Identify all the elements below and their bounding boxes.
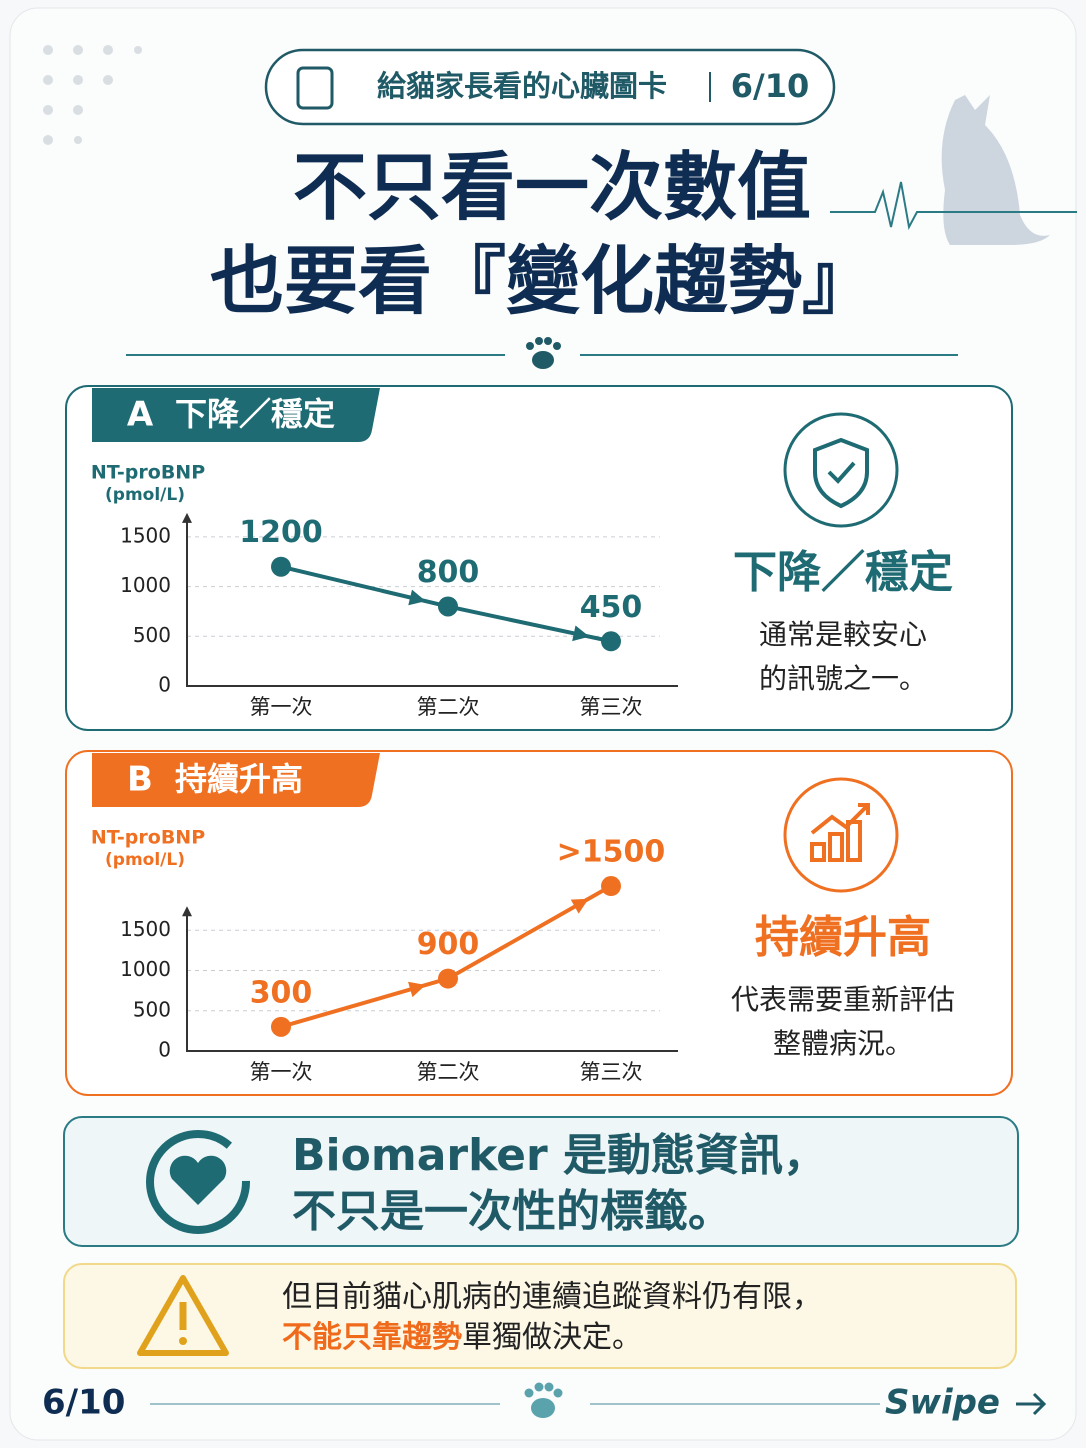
swipe[interactable]: Swipe: [885, 1383, 1000, 1423]
note-line: Biomarker 是動態資訊，: [292, 1130, 827, 1181]
footer-page: 6/10: [42, 1383, 125, 1423]
swipe-arrow[interactable]: [1016, 1392, 1047, 1416]
side-text: 整體病況。: [773, 1027, 913, 1060]
badge-page: 6/10: [731, 67, 809, 105]
point: [601, 876, 621, 897]
paw: [526, 337, 561, 369]
point: [438, 596, 458, 617]
panel-tag-letter: B: [127, 760, 153, 800]
badge: [264, 48, 836, 126]
side-text: 通常是較安心: [759, 618, 927, 651]
point: [271, 1016, 291, 1037]
arrowhead: [570, 898, 589, 914]
y-tick-label: 0: [158, 1038, 171, 1062]
point: [438, 968, 458, 989]
side-text: 的訊號之一。: [759, 662, 927, 695]
warning-line: 不能只靠趨勢單獨做決定。: [282, 1320, 642, 1355]
title-line: 不只看一次數值: [293, 145, 811, 231]
y-axis-unit: (pmol/L): [105, 850, 185, 870]
axis: [186, 514, 678, 687]
value-label: 800: [417, 555, 480, 590]
panel-tag: [92, 753, 380, 807]
y-axis-unit: (pmol/L): [105, 485, 185, 505]
value-label: 1200: [239, 515, 323, 550]
panel-tag-letter: A: [127, 395, 154, 435]
axis-arrow: [182, 906, 192, 917]
side-icon: [783, 412, 899, 528]
warning-icon: [137, 1275, 229, 1356]
value-label: >1500: [557, 835, 666, 870]
value-label: 450: [580, 590, 643, 625]
arrowhead: [572, 625, 590, 642]
note-line: 不只是一次性的標籤。: [292, 1186, 732, 1237]
axis: [186, 908, 678, 1052]
y-tick-label: 1500: [120, 523, 171, 547]
arrowhead: [408, 589, 426, 606]
y-tick-label: 500: [133, 623, 171, 647]
title-line: 也要看『變化趨勢』: [210, 239, 876, 325]
panel-tag-label: 持續升高: [175, 760, 303, 798]
warning-highlight: 不能只靠趨勢: [282, 1320, 462, 1355]
warning-rest: 單獨做決定。: [462, 1320, 642, 1355]
x-tick-label: 第一次: [250, 1060, 313, 1084]
y-tick-label: 1500: [120, 917, 171, 941]
dots: [43, 45, 142, 145]
y-axis-label: NT-proBNP: [91, 462, 205, 484]
axis-arrow: [182, 512, 192, 523]
side-icon: [783, 777, 899, 893]
y-tick-label: 1000: [120, 573, 171, 597]
badge-text: 給貓家長看的心臟圖卡: [377, 69, 667, 103]
value-label: 300: [250, 975, 313, 1010]
x-tick-label: 第二次: [417, 1060, 480, 1084]
shield-icon: [813, 437, 869, 509]
heartbeat: [830, 181, 1077, 231]
value-label: 900: [417, 927, 480, 962]
panel: [65, 750, 1013, 1096]
note-box: [63, 1116, 1019, 1247]
cycle-icon: [146, 1130, 250, 1234]
cat-silhouette: [941, 95, 1050, 245]
y-tick-label: 0: [158, 673, 171, 697]
x-tick-label: 第一次: [250, 695, 313, 719]
y-axis-label: NT-proBNP: [91, 827, 205, 849]
x-tick-label: 第二次: [417, 695, 480, 719]
panel: [65, 385, 1013, 731]
warning-icon: [179, 1337, 187, 1345]
panel-tag-label: 下降／穩定: [175, 395, 335, 433]
x-tick-label: 第三次: [580, 1060, 643, 1084]
paw: [524, 1382, 563, 1418]
side-text: 代表需要重新評估: [731, 983, 955, 1016]
side-title: 持續升高: [755, 912, 931, 963]
heart-icon: [169, 1155, 227, 1205]
x-tick-label: 第三次: [580, 695, 643, 719]
clipboard-icon: [296, 66, 334, 110]
panel-tag: [92, 388, 380, 442]
y-tick-label: 1000: [120, 957, 171, 981]
point: [271, 556, 291, 577]
point: [601, 631, 621, 652]
warning-box: [63, 1263, 1017, 1369]
warning-line: 但目前貓心肌病的連續追蹤資料仍有限，: [282, 1280, 822, 1315]
y-tick-label: 500: [133, 997, 171, 1021]
side-title: 下降／穩定: [733, 547, 953, 598]
arrowhead: [408, 981, 426, 998]
growth-icon: [810, 803, 870, 862]
